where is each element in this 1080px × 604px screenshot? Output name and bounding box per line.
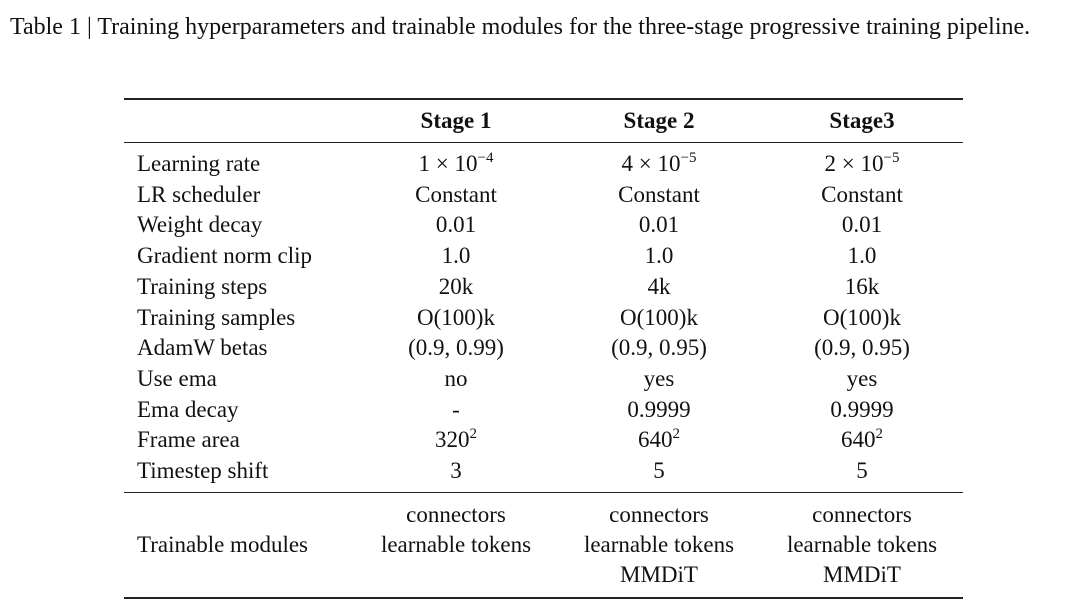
cell: Constant [821,181,903,207]
cell: 0.01 [841,212,883,238]
cell: learnable tokens [786,532,938,557]
cell: connectors [406,502,506,527]
row-label: Trainable modules [137,532,308,557]
cell: yes [643,365,675,391]
cell: 1.0 [441,243,471,269]
cell: 0.9999 [830,396,894,422]
cell: yes [846,365,878,391]
cell-base: 320 [435,427,470,453]
cell: Constant [415,181,497,207]
cell: 1.0 [644,243,674,269]
cell: 0.01 [638,212,680,238]
cell: O(100)k [417,304,495,330]
cell: O(100)k [823,304,901,330]
cell: (0.9, 0.99) [408,335,504,361]
row-label: Learning rate [137,151,261,176]
cell: 5 [856,458,868,483]
cell: 3202 [435,426,477,454]
column-header: Stage3 [829,108,895,133]
row-label: Timestep shift [137,458,269,483]
bottom-rule [124,597,963,599]
cell: 0.9999 [627,396,691,422]
cell: MMDiT [620,562,698,587]
cell: 1 × 10−4 [419,150,494,178]
cell: 0.01 [435,212,477,238]
cell: Constant [618,181,700,207]
caption: Table 1 | Training hyperparameters and t… [10,14,1031,40]
top-rule [124,98,963,100]
row-label: Ema decay [137,396,239,422]
cell: (0.9, 0.95) [814,335,910,361]
row-label: Gradient norm clip [137,243,313,269]
cell: MMDiT [823,562,901,587]
cell-superscript: 2 [469,426,478,443]
cell-base: 640 [841,427,876,453]
cell-superscript: −4 [477,150,494,166]
cell: 4 × 10−5 [622,150,697,178]
cell: - [452,396,460,422]
cell-superscript: 2 [672,426,681,443]
cell: 1.0 [847,243,877,269]
cell: learnable tokens [380,532,532,557]
cell-base: 4 × 10 [621,151,681,176]
cell-base: 2 × 10 [824,151,884,176]
cell: learnable tokens [583,532,735,557]
column-header: Stage 2 [623,108,695,133]
row-label: AdamW betas [137,335,268,361]
cell: (0.9, 0.95) [611,335,707,361]
row-label: Training steps [137,273,268,299]
cell-superscript: −5 [680,150,697,166]
cell: 6402 [841,426,883,454]
row-label: LR scheduler [137,181,261,207]
cell: 6402 [638,426,680,454]
column-header: Stage 1 [420,108,492,133]
cell: 16k [844,273,880,299]
cell: 3 [450,458,462,483]
cell-superscript: 2 [875,426,884,443]
mid-rule [124,492,963,493]
row-label: Use ema [137,365,217,391]
cell: O(100)k [620,304,698,330]
row-label: Training samples [137,304,296,330]
row-label: Frame area [137,427,240,453]
cell: no [444,365,468,391]
cell: 20k [438,273,474,299]
cell: 4k [647,273,671,299]
header-rule [124,142,963,143]
cell: connectors [609,502,709,527]
cell-superscript: −5 [883,150,900,166]
cell: connectors [812,502,912,527]
row-label: Weight decay [137,212,263,238]
cell: 5 [653,458,665,483]
cell-base: 1 × 10 [418,151,478,176]
cell-base: 640 [638,427,673,453]
cell: 2 × 10−5 [825,150,900,178]
